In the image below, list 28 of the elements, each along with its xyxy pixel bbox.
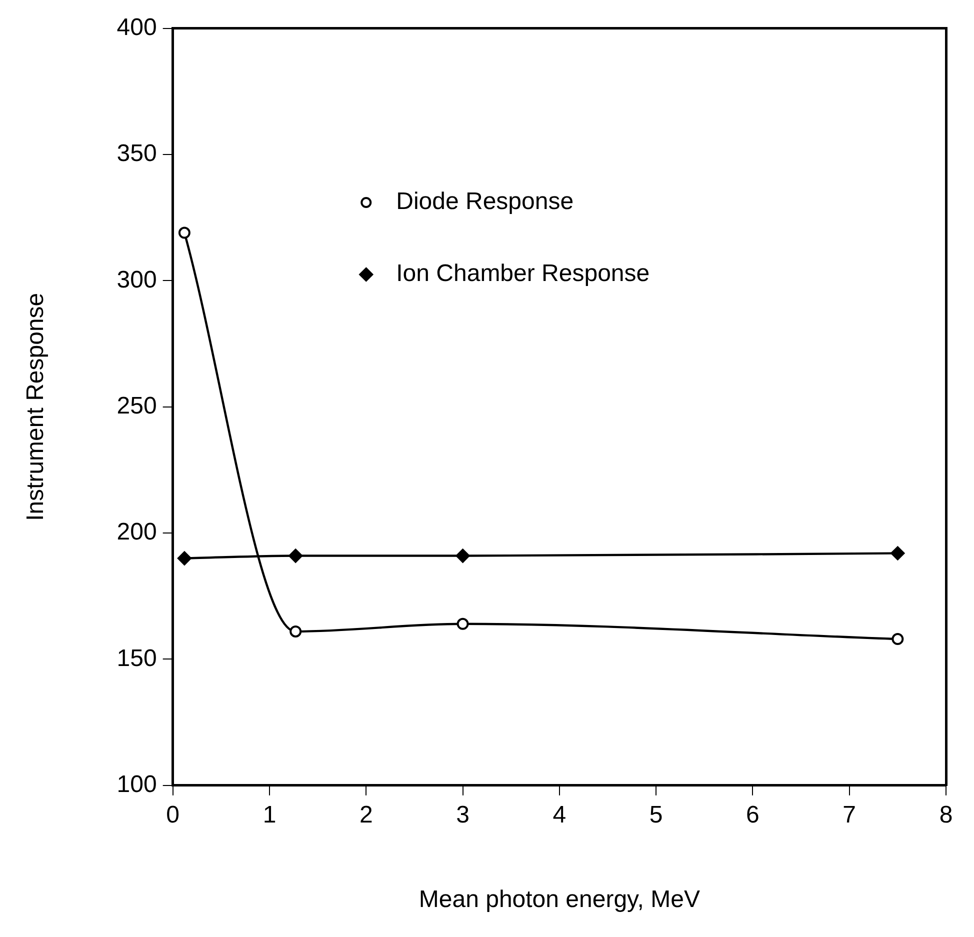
y-tick-label: 100	[116, 771, 157, 798]
y-tick-label: 200	[116, 518, 157, 546]
x-tick-label: 4	[552, 801, 566, 828]
y-tick-label: 300	[116, 266, 157, 294]
point	[456, 548, 470, 563]
x-tick-label: 1	[262, 801, 276, 828]
y-tick-label: 150	[116, 644, 157, 672]
legend-label: Diode Response	[396, 188, 574, 216]
x-tick-label: 6	[746, 801, 760, 828]
point	[288, 548, 303, 563]
y-tick-label: 250	[116, 392, 157, 420]
x-tick-label: 5	[649, 801, 663, 828]
point	[456, 618, 469, 630]
x-tick-label: 7	[842, 801, 856, 828]
x-axis-title: Mean photon energy, MeV	[418, 886, 700, 914]
x-tick-label: 2	[359, 801, 373, 828]
x-tick-label: 0	[166, 801, 180, 828]
point	[178, 226, 190, 239]
point	[290, 625, 302, 638]
point	[892, 633, 904, 646]
y-axis-title: Instrument Response	[22, 292, 50, 521]
point	[177, 551, 192, 566]
y-tick-label: 400	[116, 14, 157, 42]
legend-label: Ion Chamber Response	[396, 260, 650, 288]
x-tick-label: 3	[456, 801, 470, 828]
x-tick-label: 8	[939, 801, 953, 828]
y-tick-label: 350	[116, 140, 157, 168]
point	[890, 546, 905, 560]
